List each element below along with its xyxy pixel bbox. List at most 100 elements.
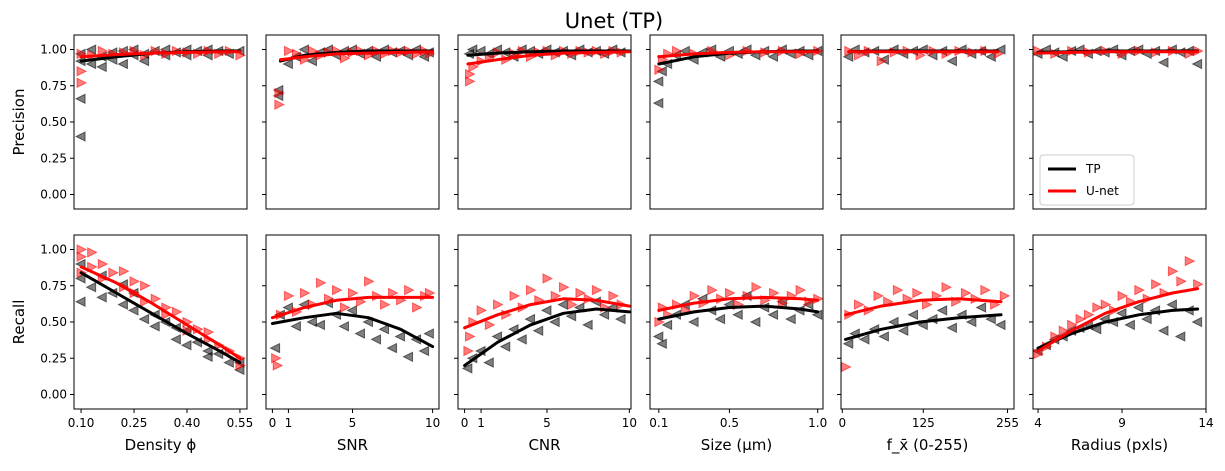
unet-point — [841, 361, 852, 373]
unet-point — [76, 65, 88, 77]
tp-point — [354, 328, 366, 339]
y-tick-label: 0.75 — [40, 79, 67, 93]
panel-marks — [1033, 255, 1204, 360]
x-tick-label: 0.1 — [649, 416, 668, 430]
unet-point — [892, 284, 904, 296]
legend-label: U-net — [1086, 184, 1119, 198]
tp-point — [656, 338, 667, 350]
tp-point — [394, 331, 406, 342]
unet-point — [960, 287, 972, 299]
y-tick-label: 0.50 — [40, 115, 67, 129]
tp-point — [1191, 58, 1203, 70]
unet-point — [87, 247, 98, 258]
unet-point — [171, 306, 183, 318]
tp-point — [96, 292, 107, 303]
tp-point — [557, 299, 568, 310]
tp-point — [1132, 302, 1144, 313]
unet-point — [873, 290, 885, 302]
unet-point — [1184, 255, 1196, 267]
tp-point — [346, 305, 357, 316]
x-tick-label: 0.55 — [227, 416, 254, 430]
tp-point — [598, 309, 610, 321]
panel-precision-0: 0.00 0.25 0.50 0.75 1.00 Precision — [10, 34, 248, 210]
tp-point — [180, 339, 192, 351]
tp-point — [946, 55, 957, 67]
unet-point — [1083, 309, 1095, 321]
unet-point — [331, 284, 343, 296]
unet-point — [299, 287, 311, 299]
tp-point — [732, 309, 743, 321]
unet-point — [108, 267, 119, 279]
panel-marks — [842, 44, 1006, 67]
x-tick-label: 0.10 — [68, 416, 95, 430]
tp-point — [96, 61, 107, 73]
unet-point — [591, 284, 603, 296]
unet-point — [1067, 319, 1078, 331]
y-axis-label: Recall — [10, 300, 28, 345]
y-tick-label: 1.00 — [40, 243, 67, 257]
x-tick-label: 255 — [996, 416, 1019, 430]
panel-recall-5: 4 9 14 Radius (pxls) — [1029, 234, 1214, 454]
tp-point — [565, 310, 577, 322]
unet-point — [364, 276, 375, 287]
unet-fit-line — [657, 50, 820, 59]
tp-point — [749, 316, 761, 328]
tp-point — [314, 319, 325, 331]
unet-point — [283, 45, 295, 57]
unet-point — [941, 281, 953, 293]
tp-point — [117, 299, 128, 310]
unet-point — [380, 299, 391, 310]
unet-point — [608, 290, 619, 302]
tp-point — [897, 325, 909, 337]
unet-point — [853, 299, 865, 310]
panel-precision-4 — [837, 34, 1015, 210]
x-tick-label: 1.0 — [808, 416, 827, 430]
unet-point — [476, 305, 488, 316]
x-axis-label: CNR — [528, 436, 560, 454]
tp-point — [688, 316, 699, 328]
unet-point — [1050, 331, 1061, 342]
tp-point — [1090, 323, 1102, 335]
unet-fit-line — [844, 297, 1003, 317]
tp-point — [282, 58, 293, 70]
unet-point — [567, 299, 578, 310]
unet-point — [404, 284, 415, 296]
tp-point — [767, 51, 779, 63]
panel-marks — [74, 244, 247, 376]
unet-point — [1134, 284, 1145, 296]
tp-point — [975, 302, 987, 313]
tp-point — [549, 316, 560, 328]
tp-point — [127, 305, 139, 316]
tp-point — [223, 357, 234, 368]
x-axis-label: SNR — [337, 436, 368, 454]
unet-point — [931, 290, 943, 302]
tp-point — [269, 342, 281, 354]
unet-point — [542, 273, 554, 284]
unet-point — [76, 244, 88, 255]
tp-point — [138, 55, 150, 67]
unet-point — [1092, 302, 1103, 313]
unet-point — [509, 290, 521, 302]
tp-point — [582, 319, 593, 331]
unet-fit-line — [79, 265, 242, 360]
tp-point — [614, 313, 626, 325]
tp-fit-line — [79, 271, 242, 365]
unet-point — [283, 290, 295, 302]
unet-fit-line — [463, 297, 631, 330]
tp-point — [338, 321, 349, 332]
x-tick-label: 5 — [349, 416, 357, 430]
x-tick-label: 0.5 — [720, 416, 739, 430]
panel-marks — [461, 273, 631, 374]
x-tick-label: 0 — [838, 416, 846, 430]
tp-point — [842, 51, 854, 63]
x-tick-label: 125 — [912, 416, 935, 430]
tp-point — [74, 273, 86, 284]
unet-fit-line — [1036, 287, 1200, 353]
x-tick-label: 10 — [425, 416, 440, 430]
unet-point — [912, 287, 923, 299]
panel-precision-3 — [646, 34, 824, 210]
unet-point — [348, 287, 359, 299]
tp-point — [907, 309, 919, 321]
tp-point — [1157, 57, 1169, 68]
unet-point — [707, 284, 718, 296]
